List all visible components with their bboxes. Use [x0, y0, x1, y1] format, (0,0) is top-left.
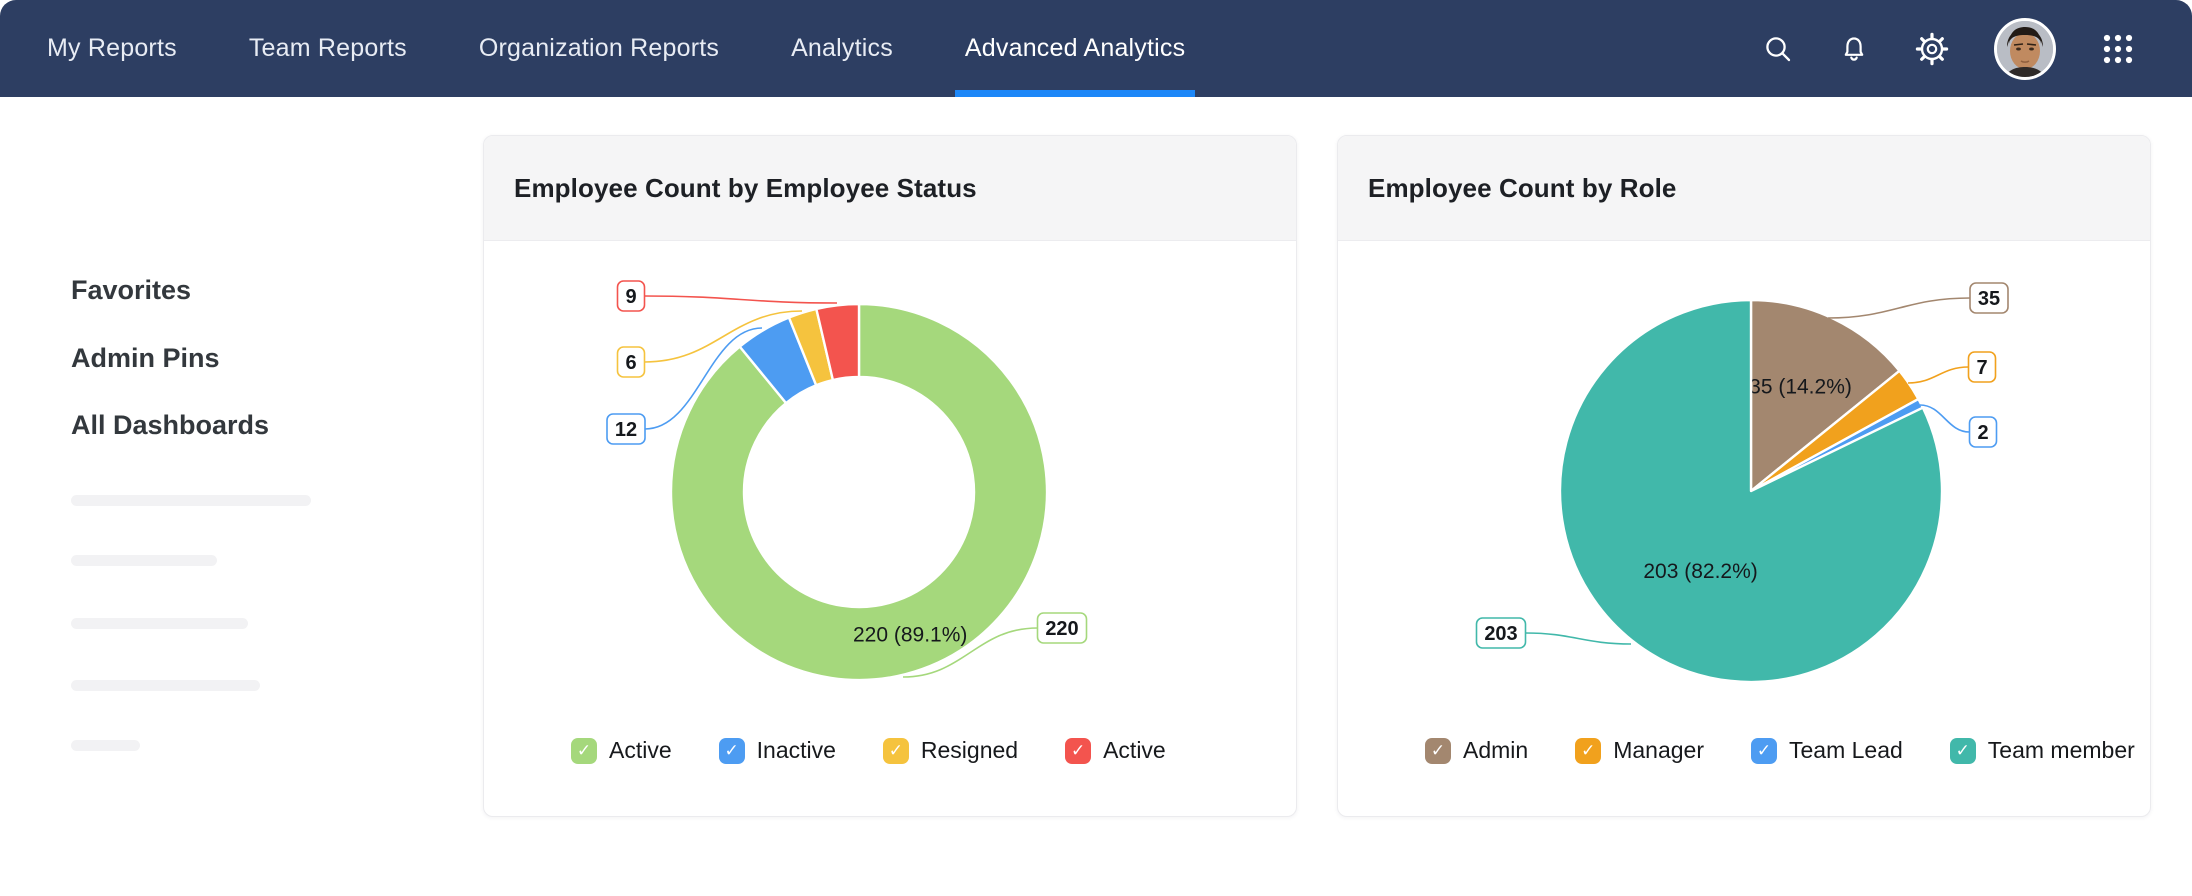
- callout-box-35: [1969, 282, 2009, 314]
- legend-item-team-member[interactable]: ✓ Team member: [1949, 737, 2135, 764]
- pie-chart-employee-role: 35 (14.2%) 203 (82.2%) 35 7 2 203 ✓ Admin ✓ Mana…: [1338, 241, 2150, 814]
- callout-connector: [644, 327, 763, 430]
- legend-checkbox-icon: ✓: [571, 737, 597, 764]
- card-employee-count-by-role: Employee Count by Role 35 (14.2%) 203 (82…: [1337, 135, 2151, 817]
- top-navbar: My Reports Team Reports Organization Rep…: [0, 0, 2192, 97]
- skeleton-bar: [71, 495, 311, 506]
- callout-connector: [1907, 366, 1969, 384]
- skeleton-bar: [71, 740, 140, 751]
- callout-value-2: 2: [1977, 422, 1988, 444]
- callout-connector: [644, 310, 803, 363]
- legend-checkbox-icon: ✓: [882, 737, 909, 764]
- callout-box-9: [616, 280, 646, 312]
- callout-box-7: [1967, 351, 1997, 383]
- card-employee-count-by-status: Employee Count by Employee Status 220 (8…: [483, 135, 1297, 817]
- callout-connector: [1919, 404, 1970, 433]
- left-sidebar: Favorites Admin Pins All Dashboards: [0, 97, 430, 896]
- callout-value-220: 220: [1045, 618, 1078, 640]
- callout-box-6: [616, 346, 646, 378]
- callout-box-220: [1036, 612, 1088, 644]
- tab-analytics[interactable]: Analytics: [791, 34, 893, 62]
- donut-chart-svg: 220 (89.1%) 220 12 6 9: [606, 280, 1088, 682]
- legend-label: Manager: [1613, 737, 1704, 763]
- slice-active-220[interactable]: [669, 302, 1049, 682]
- legend-checkbox-icon: ✓: [718, 737, 745, 764]
- search-icon[interactable]: [1762, 33, 1794, 65]
- chart-legend: ✓ Active ✓ Inactive ✓ Resigned ✓ Active: [571, 737, 1166, 764]
- legend-checkbox-icon: ✓: [1575, 737, 1602, 764]
- slice-label-active: 220 (89.1%): [853, 624, 967, 647]
- legend-item-inactive[interactable]: ✓ Inactive: [718, 737, 836, 764]
- chart-legend: ✓ Admin ✓ Manager ✓ Team Lead ✓ Team member: [1425, 737, 2135, 764]
- legend-label: Inactive: [756, 737, 836, 763]
- tab-my-reports[interactable]: My Reports: [47, 34, 177, 62]
- callout-value-6: 6: [625, 352, 636, 374]
- card-title-employee-role: Employee Count by Role: [1368, 172, 1677, 203]
- legend-label: Active: [1103, 737, 1166, 763]
- callout-value-9: 9: [625, 286, 636, 308]
- legend-item-active[interactable]: ✓ Active: [571, 737, 672, 764]
- slice-label-team-member: 203 (82.2%): [1643, 560, 1757, 583]
- card-header: Employee Count by Role: [1338, 136, 2150, 241]
- legend-label: Team member: [1987, 737, 2135, 763]
- callout-value-35: 35: [1978, 288, 2000, 310]
- legend-label: Resigned: [920, 737, 1019, 763]
- nav-tabs: My Reports Team Reports Organization Rep…: [0, 0, 1196, 97]
- callout-box-12: [606, 413, 646, 445]
- slice-team-member-203[interactable]: [1558, 298, 1944, 684]
- legend-item-active[interactable]: ✓ Active: [1065, 737, 1166, 764]
- settings-gear-icon[interactable]: [1914, 31, 1950, 67]
- slice-label-admin: 35 (14.2%): [1749, 376, 1852, 399]
- tab-team-reports[interactable]: Team Reports: [248, 34, 407, 62]
- slice-active-9[interactable]: [815, 302, 861, 382]
- donut-chart-employee-status: 220 (89.1%) 220 12 6 9 ✓ Active ✓ Inactive ✓ Resi…: [484, 241, 1296, 814]
- legend-item-resigned[interactable]: ✓ Resigned: [882, 737, 1019, 764]
- legend-checkbox-icon: ✓: [1065, 737, 1092, 764]
- callout-value-12: 12: [615, 419, 637, 441]
- legend-checkbox-icon: ✓: [1750, 737, 1777, 764]
- nav-actions: [1762, 0, 2192, 97]
- sidebar-item-favorites[interactable]: Favorites: [71, 275, 192, 305]
- user-avatar[interactable]: [1994, 17, 2056, 80]
- sidebar-item-all-dashboards[interactable]: All Dashboards: [71, 410, 270, 440]
- pie-chart-svg: 35 (14.2%) 203 (82.2%) 35 7 2 203: [1475, 282, 2009, 684]
- callout-box-2: [1968, 416, 1998, 448]
- legend-label: Team Lead: [1788, 737, 1903, 763]
- skeleton-bar: [71, 618, 248, 629]
- skeleton-bar: [71, 555, 217, 566]
- callout-connector: [1525, 632, 1632, 645]
- legend-label: Active: [609, 737, 672, 763]
- legend-item-manager[interactable]: ✓ Manager: [1575, 737, 1704, 764]
- legend-item-admin[interactable]: ✓ Admin: [1425, 737, 1528, 764]
- callout-value-203: 203: [1484, 623, 1517, 645]
- skeleton-bar: [71, 680, 260, 691]
- legend-checkbox-icon: ✓: [1425, 737, 1451, 764]
- legend-item-team-lead[interactable]: ✓ Team Lead: [1750, 737, 1903, 764]
- legend-checkbox-icon: ✓: [1949, 737, 1976, 764]
- card-title-employee-status: Employee Count by Employee Status: [514, 172, 977, 203]
- sidebar-item-admin-pins[interactable]: Admin Pins: [71, 343, 220, 373]
- card-header: Employee Count by Employee Status: [484, 136, 1296, 241]
- apps-grid-icon[interactable]: [2100, 31, 2136, 67]
- tab-advanced-analytics[interactable]: Advanced Analytics: [954, 0, 1196, 97]
- callout-connector: [902, 627, 1038, 678]
- callout-connector: [644, 295, 838, 304]
- legend-label: Admin: [1463, 737, 1529, 763]
- callout-connector: [1827, 297, 1971, 319]
- tab-organization-reports[interactable]: Organization Reports: [478, 34, 720, 62]
- callout-value-7: 7: [1976, 357, 1987, 379]
- callout-box-203: [1475, 617, 1527, 649]
- notifications-bell-icon[interactable]: [1838, 33, 1870, 65]
